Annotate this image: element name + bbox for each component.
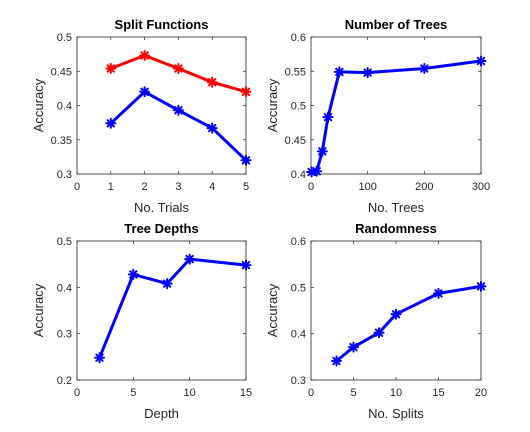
data-point bbox=[311, 165, 323, 177]
data-point bbox=[348, 341, 359, 353]
data-point bbox=[240, 86, 252, 98]
x-tick-label: 20 bbox=[475, 387, 487, 399]
x-tick-label: 300 bbox=[472, 181, 490, 193]
y-tick-label: 0.4 bbox=[57, 282, 72, 294]
x-tick-label: 3 bbox=[175, 181, 181, 193]
x-tick-label: 2 bbox=[142, 181, 148, 193]
y-tick-label: 0.3 bbox=[291, 375, 306, 387]
subplot-tree-depths: Tree Depths Depth Accuracy 0 5 10 15 0.2 0.3 0.4 0… bbox=[31, 221, 252, 421]
y-tick-label: 0.55 bbox=[285, 66, 306, 78]
data-point bbox=[184, 253, 196, 265]
x-tick-label: 100 bbox=[358, 181, 376, 193]
x-axis-label: No. Trees bbox=[368, 200, 425, 215]
data-point bbox=[240, 259, 252, 271]
y-tick-label: 0.6 bbox=[291, 236, 306, 248]
chart-title: Randomness bbox=[355, 221, 437, 236]
data-point bbox=[206, 122, 218, 134]
data-point bbox=[433, 287, 444, 299]
y-tick-label: 0.4 bbox=[57, 101, 72, 113]
data-point bbox=[161, 278, 173, 290]
data-point bbox=[475, 55, 487, 67]
data-point bbox=[373, 327, 385, 339]
x-tick-label: 0 bbox=[308, 181, 314, 193]
y-axis-label: Accuracy bbox=[265, 283, 280, 337]
y-tick-label: 0.5 bbox=[291, 101, 306, 113]
y-axis-label: Accuracy bbox=[31, 78, 46, 132]
data-point bbox=[105, 63, 117, 75]
data-point bbox=[390, 308, 402, 320]
y-tick-label: 0.5 bbox=[57, 236, 72, 248]
x-tick-label: 15 bbox=[432, 387, 444, 399]
y-tick-label: 0.5 bbox=[57, 32, 72, 44]
plot-area bbox=[310, 36, 482, 175]
y-tick-label: 0.4 bbox=[291, 329, 306, 341]
data-point bbox=[139, 86, 151, 98]
x-tick-label: 0 bbox=[308, 387, 314, 399]
subplot-number-of-trees: Number of Trees No. Trees Accuracy 0 100 200 3… bbox=[265, 17, 490, 215]
data-point bbox=[475, 280, 487, 292]
y-tick-label: 0.5 bbox=[291, 282, 306, 294]
data-point bbox=[240, 154, 252, 166]
y-axis-label: Accuracy bbox=[265, 78, 280, 132]
data-point bbox=[333, 66, 345, 78]
data-point bbox=[322, 111, 334, 123]
y-tick-label: 0.4 bbox=[291, 169, 306, 181]
x-tick-label: 0 bbox=[74, 181, 80, 193]
x-tick-label: 10 bbox=[390, 387, 402, 399]
plot-area bbox=[76, 36, 247, 175]
data-point bbox=[105, 117, 117, 129]
x-tick-label: 5 bbox=[243, 181, 249, 193]
y-tick-label: 0.45 bbox=[51, 66, 72, 78]
x-tick-label: 10 bbox=[184, 387, 196, 399]
plot-area bbox=[76, 240, 247, 381]
data-point bbox=[172, 104, 184, 116]
x-tick-label: 0 bbox=[74, 387, 80, 399]
data-point bbox=[331, 355, 342, 367]
x-axis-label: Depth bbox=[144, 406, 179, 421]
data-point bbox=[127, 268, 139, 280]
x-tick-label: 1 bbox=[108, 181, 114, 193]
y-tick-label: 0.35 bbox=[51, 135, 72, 147]
chart-title: Tree Depths bbox=[124, 221, 198, 236]
x-tick-label: 5 bbox=[130, 387, 136, 399]
x-tick-label: 4 bbox=[209, 181, 215, 193]
chart-title: Number of Trees bbox=[345, 17, 448, 32]
subplot-randomness: Randomness No. Splits Accuracy 0 5 10 15 20 0.3 0… bbox=[265, 221, 487, 421]
data-point bbox=[94, 352, 106, 364]
data-point bbox=[362, 67, 374, 79]
y-tick-label: 0.3 bbox=[57, 329, 72, 341]
data-point bbox=[418, 63, 430, 75]
x-axis-label: No. Trials bbox=[134, 200, 189, 215]
y-axis-label: Accuracy bbox=[31, 283, 46, 337]
x-tick-label: 5 bbox=[350, 387, 356, 399]
subplot-split-functions: Split Functions No. Trials Accuracy 0 1 2 3 4 5 0… bbox=[31, 17, 252, 215]
x-tick-label: 15 bbox=[240, 387, 252, 399]
y-tick-label: 0.2 bbox=[57, 375, 72, 387]
data-point bbox=[139, 49, 151, 61]
x-axis-label: No. Splits bbox=[368, 406, 424, 421]
y-tick-label: 0.3 bbox=[57, 169, 72, 181]
y-tick-label: 0.6 bbox=[291, 32, 306, 44]
y-tick-label: 0.45 bbox=[285, 135, 306, 147]
data-point bbox=[172, 63, 184, 75]
data-point bbox=[316, 145, 328, 157]
data-point bbox=[206, 76, 218, 88]
x-tick-label: 200 bbox=[415, 181, 433, 193]
chart-title: Split Functions bbox=[115, 17, 209, 32]
